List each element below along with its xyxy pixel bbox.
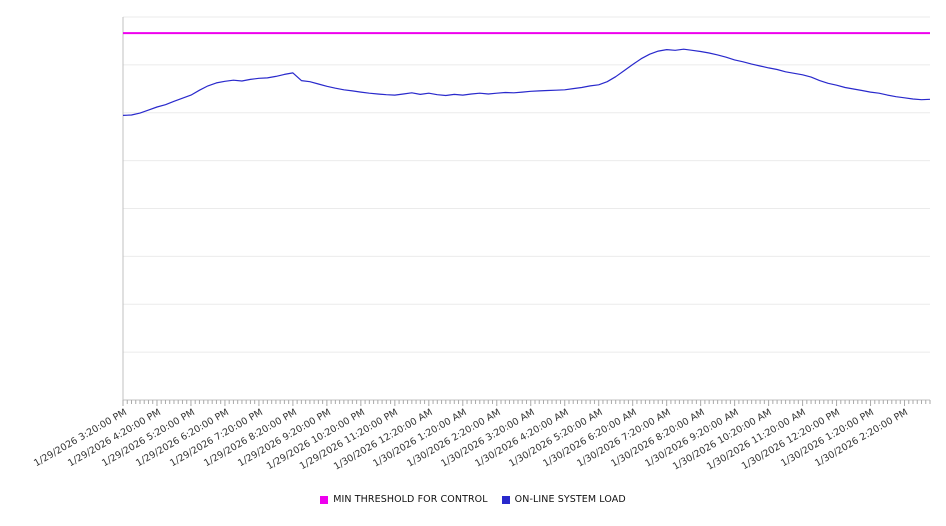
chart-plot-area [122,16,931,406]
legend-item-on-line-system-load[interactable]: ON-LINE SYSTEM LOAD [501,494,626,505]
legend: MIN THRESHOLD FOR CONTROL ON-LINE SYSTEM … [0,494,946,505]
on-line-system-load-line [122,48,931,116]
legend-label: ON-LINE SYSTEM LOAD [514,494,626,505]
legend-item-min-threshold-for-control[interactable]: MIN THRESHOLD FOR CONTROL [320,494,488,505]
legend-label: MIN THRESHOLD FOR CONTROL [333,494,488,505]
legend-swatch-icon [501,495,510,504]
legend-swatch-icon [320,495,329,504]
